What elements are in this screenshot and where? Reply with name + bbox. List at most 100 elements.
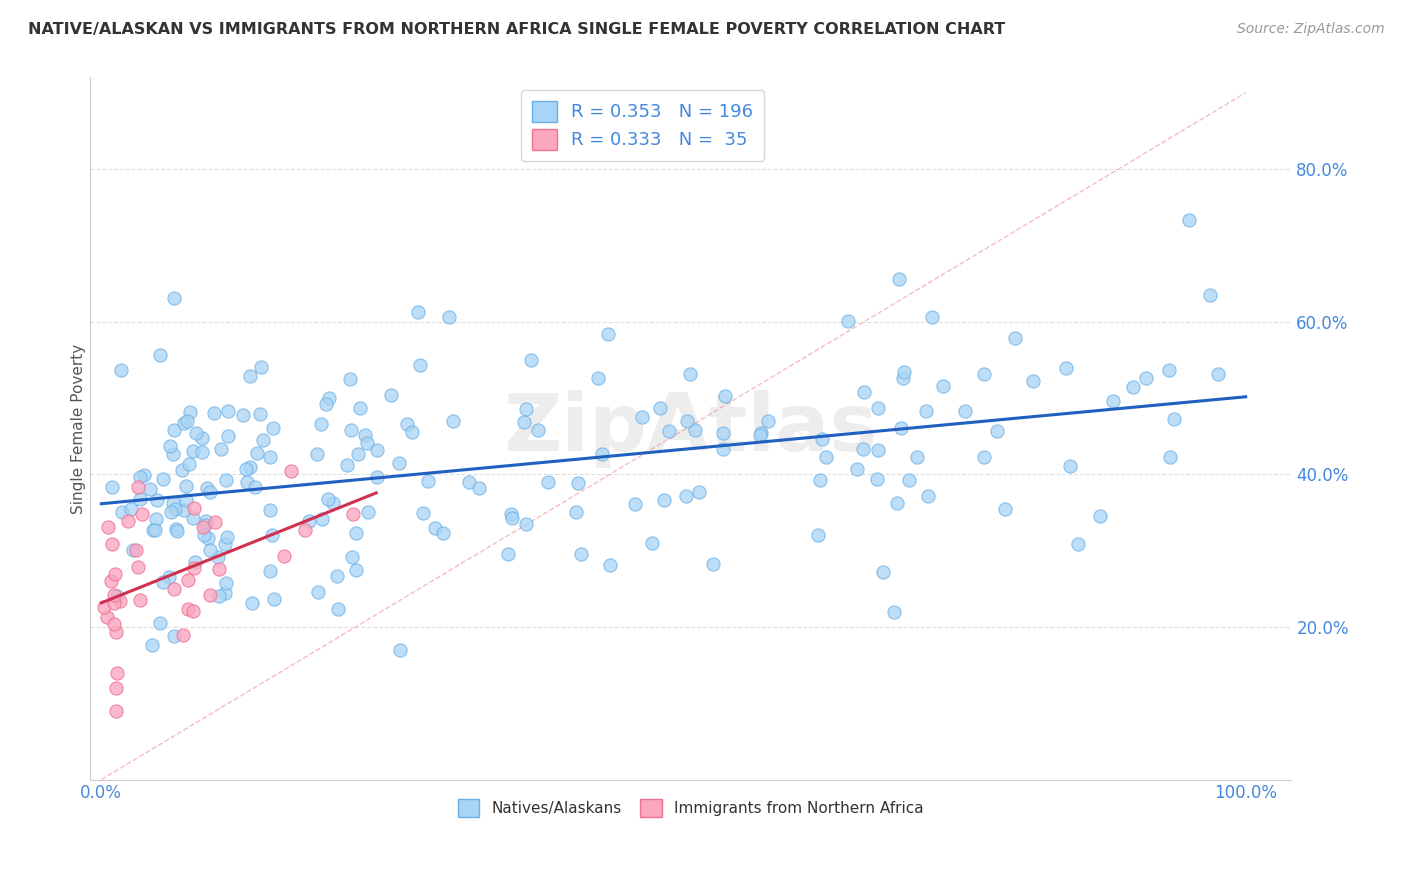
Point xyxy=(173,417,195,431)
Point xyxy=(994,502,1017,516)
Point xyxy=(416,475,439,489)
Point xyxy=(866,442,889,457)
Point xyxy=(342,507,364,521)
Point xyxy=(512,415,534,429)
Point xyxy=(131,507,153,521)
Point xyxy=(1163,412,1185,426)
Point xyxy=(711,442,734,456)
Point xyxy=(322,495,344,509)
Point xyxy=(103,588,125,602)
Point xyxy=(177,573,200,587)
Point xyxy=(181,604,204,618)
Point xyxy=(866,401,889,415)
Point xyxy=(852,442,875,457)
Point xyxy=(215,576,238,591)
Point xyxy=(866,472,889,486)
Point xyxy=(565,505,588,519)
Point xyxy=(537,475,560,490)
Point xyxy=(357,505,380,519)
Point xyxy=(195,514,218,528)
Point xyxy=(208,589,231,603)
Point xyxy=(526,423,548,437)
Point xyxy=(1054,360,1077,375)
Point xyxy=(1198,287,1220,301)
Point xyxy=(139,482,162,496)
Point xyxy=(190,431,212,445)
Point xyxy=(298,514,321,528)
Point xyxy=(117,514,139,528)
Point xyxy=(163,582,186,596)
Point xyxy=(599,558,621,573)
Point xyxy=(181,510,204,524)
Point xyxy=(163,423,186,437)
Point xyxy=(93,600,115,615)
Point xyxy=(356,436,378,450)
Point xyxy=(232,409,254,423)
Text: Source: ZipAtlas.com: Source: ZipAtlas.com xyxy=(1237,22,1385,37)
Point xyxy=(184,555,207,569)
Point xyxy=(236,475,259,489)
Point xyxy=(340,549,363,564)
Point xyxy=(675,490,697,504)
Point xyxy=(191,519,214,533)
Point xyxy=(499,507,522,521)
Point xyxy=(165,501,187,516)
Point xyxy=(105,624,128,639)
Point xyxy=(845,461,868,475)
Point xyxy=(105,665,128,680)
Point xyxy=(195,481,218,495)
Point xyxy=(262,421,284,435)
Point xyxy=(914,404,936,418)
Point xyxy=(714,389,737,403)
Point xyxy=(1088,509,1111,524)
Point xyxy=(173,628,195,642)
Point xyxy=(569,547,592,561)
Point xyxy=(239,460,262,475)
Point xyxy=(105,681,128,695)
Point xyxy=(103,596,125,610)
Point xyxy=(121,543,143,558)
Point xyxy=(458,475,481,489)
Point xyxy=(326,569,349,583)
Point xyxy=(134,468,156,483)
Point xyxy=(811,432,834,446)
Point xyxy=(162,447,184,461)
Point xyxy=(235,461,257,475)
Point xyxy=(688,484,710,499)
Point xyxy=(520,352,543,367)
Point xyxy=(197,531,219,545)
Point xyxy=(336,458,359,473)
Point xyxy=(239,368,262,383)
Point xyxy=(586,371,609,385)
Point xyxy=(409,359,432,373)
Point xyxy=(1102,393,1125,408)
Point xyxy=(311,512,333,526)
Point xyxy=(214,473,236,487)
Point xyxy=(921,310,943,325)
Point xyxy=(437,310,460,325)
Point xyxy=(650,401,672,415)
Point xyxy=(339,372,361,386)
Point xyxy=(204,515,226,529)
Point xyxy=(1178,213,1201,227)
Point xyxy=(259,503,281,517)
Point xyxy=(307,585,329,599)
Point xyxy=(886,496,908,510)
Point xyxy=(280,464,302,478)
Point xyxy=(887,272,910,286)
Point xyxy=(198,588,221,602)
Point xyxy=(443,414,465,428)
Point xyxy=(252,433,274,447)
Point xyxy=(263,591,285,606)
Point xyxy=(191,445,214,459)
Point xyxy=(748,428,770,442)
Point xyxy=(249,359,271,374)
Point xyxy=(183,561,205,575)
Point xyxy=(198,543,221,558)
Point xyxy=(515,401,537,416)
Point xyxy=(380,387,402,401)
Point xyxy=(468,481,491,495)
Point xyxy=(174,478,197,492)
Point xyxy=(567,476,589,491)
Point xyxy=(129,469,152,483)
